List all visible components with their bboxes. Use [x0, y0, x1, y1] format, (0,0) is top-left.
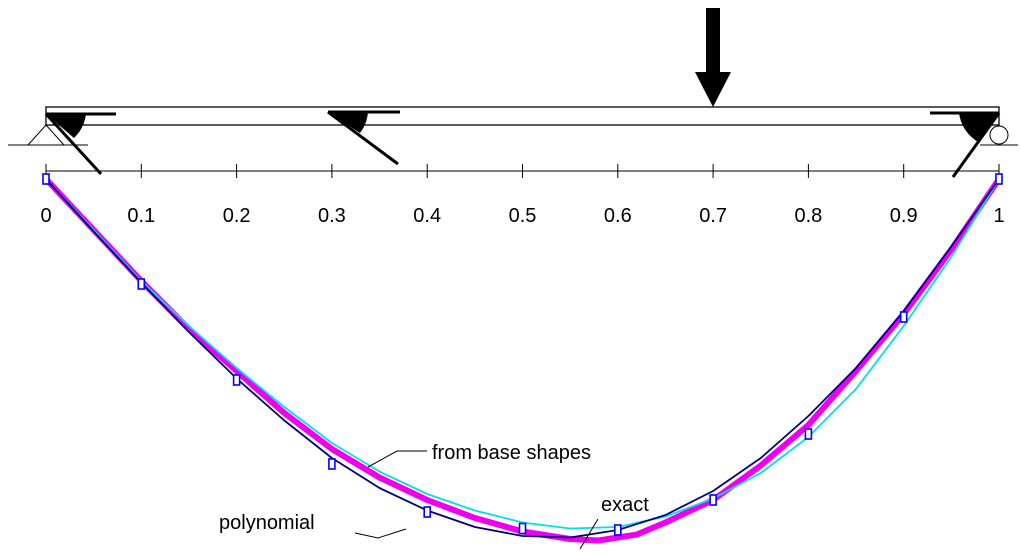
x-tick-label: 0.4	[413, 205, 441, 227]
x-tick-label: 0.3	[318, 205, 346, 227]
sample-marker	[42, 173, 50, 185]
beam-body	[45, 106, 1000, 126]
sample-marker	[709, 494, 717, 506]
deflection-curves	[43, 176, 1002, 544]
label-from-base-shapes: from base shapes	[432, 442, 591, 464]
load-arrow	[695, 8, 731, 107]
leader-polynomial	[354, 528, 407, 539]
sample-marker	[328, 458, 336, 470]
x-tick-label: 0.7	[699, 205, 727, 227]
rotation-marker-middle	[327, 110, 400, 166]
series-line-exact	[43, 176, 1002, 544]
load-arrow-shaft	[706, 8, 720, 76]
beam	[8, 8, 1018, 178]
leader-from-base-shapes	[367, 450, 427, 468]
annotation-from-base-shapes: from base shapes	[367, 442, 591, 468]
x-tick-label: 0.9	[890, 205, 918, 227]
x-tick-label: 1	[993, 205, 1004, 227]
sample-marker	[232, 374, 241, 386]
sample-marker	[137, 278, 146, 290]
label-exact: exact	[601, 494, 649, 516]
x-tick-label: 0.1	[127, 205, 155, 227]
sample-markers	[42, 173, 1003, 536]
leader-exact	[579, 518, 599, 550]
x-tick-label: 0.5	[509, 205, 537, 227]
rotation-marker-right	[930, 111, 1001, 178]
sample-marker	[995, 173, 1003, 185]
x-tick-label: 0	[40, 205, 51, 227]
sample-marker	[613, 524, 622, 536]
x-axis-tick-labels: 0 0.1 0.2 0.3 0.4 0.5 0.6 0.7 0.8 0.9 1	[40, 205, 1004, 227]
series-line-from-base-shapes	[45, 178, 1000, 530]
sample-marker	[518, 522, 527, 535]
pin-support	[26, 124, 66, 146]
rotation-marker-left	[44, 112, 116, 176]
annotation-polynomial: polynomial	[219, 512, 407, 539]
x-tick-label: 0.8	[794, 205, 822, 227]
roller-support	[989, 125, 1009, 145]
label-polynomial: polynomial	[219, 512, 315, 534]
annotation-exact: exact	[579, 494, 649, 550]
load-arrow-head	[695, 72, 731, 107]
sample-marker	[804, 428, 813, 440]
x-tick-label: 0.2	[223, 205, 251, 227]
x-tick-label: 0.6	[604, 205, 632, 227]
series-line-polynomial	[45, 178, 1000, 539]
sample-marker	[423, 506, 432, 518]
sample-marker	[899, 311, 908, 323]
